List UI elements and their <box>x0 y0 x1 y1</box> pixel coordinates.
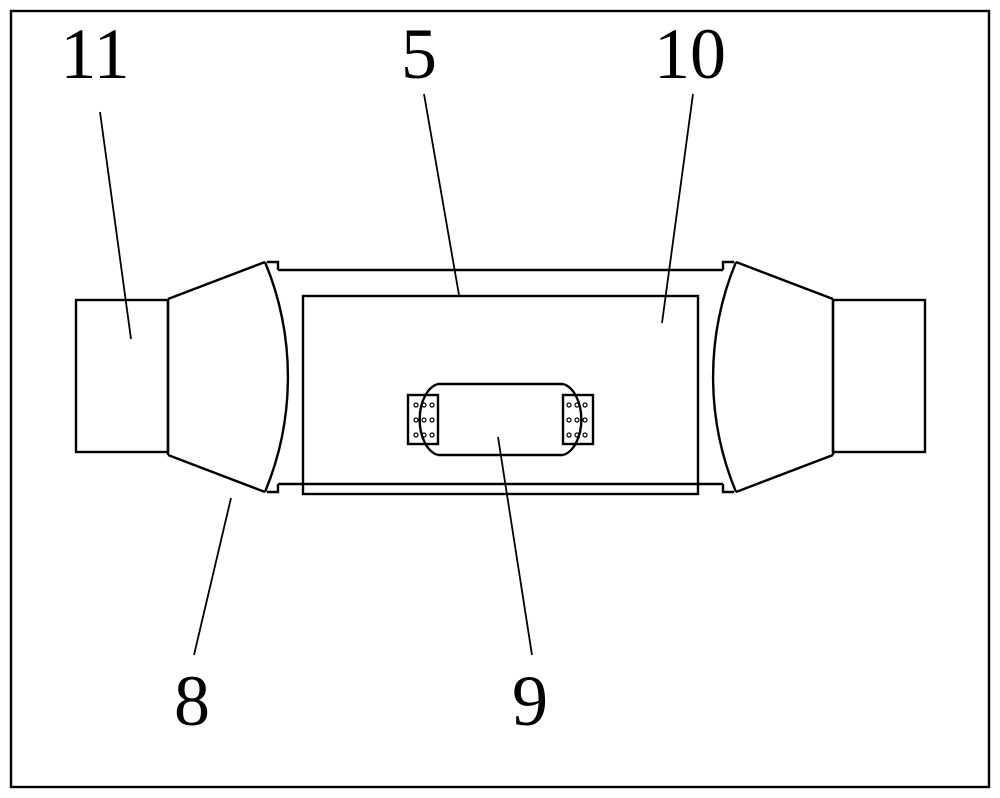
bolt-hole <box>575 418 579 422</box>
bolt-hole <box>414 418 418 422</box>
cone-face-left <box>265 262 288 492</box>
bolt-hole <box>430 403 434 407</box>
bolt-hole <box>567 403 571 407</box>
end-stub-left <box>76 300 168 452</box>
bolt-hole <box>422 418 426 422</box>
bolt-hole <box>567 418 571 422</box>
leader-line-8 <box>194 498 231 655</box>
leader-line-5 <box>424 94 459 295</box>
bolt-hole <box>414 433 418 437</box>
cone-face-right <box>713 262 736 492</box>
bolt-hole <box>583 433 587 437</box>
bolt-hole <box>583 403 587 407</box>
callout-label-11: 11 <box>60 14 129 94</box>
callout-label-5: 5 <box>401 14 437 94</box>
bolt-hole <box>583 418 587 422</box>
end-stub-right <box>833 300 925 452</box>
figure-frame <box>11 11 989 787</box>
callout-label-10: 10 <box>654 14 726 94</box>
leader-line-9 <box>498 437 532 655</box>
center-housing <box>303 296 698 494</box>
leader-line-10 <box>662 94 693 323</box>
bolt-hole <box>567 433 571 437</box>
callout-label-9: 9 <box>512 661 548 741</box>
bolt-hole <box>430 418 434 422</box>
callout-label-8: 8 <box>174 661 210 741</box>
leader-line-11 <box>100 112 131 339</box>
bolt-hole <box>414 403 418 407</box>
bolt-hole <box>430 433 434 437</box>
